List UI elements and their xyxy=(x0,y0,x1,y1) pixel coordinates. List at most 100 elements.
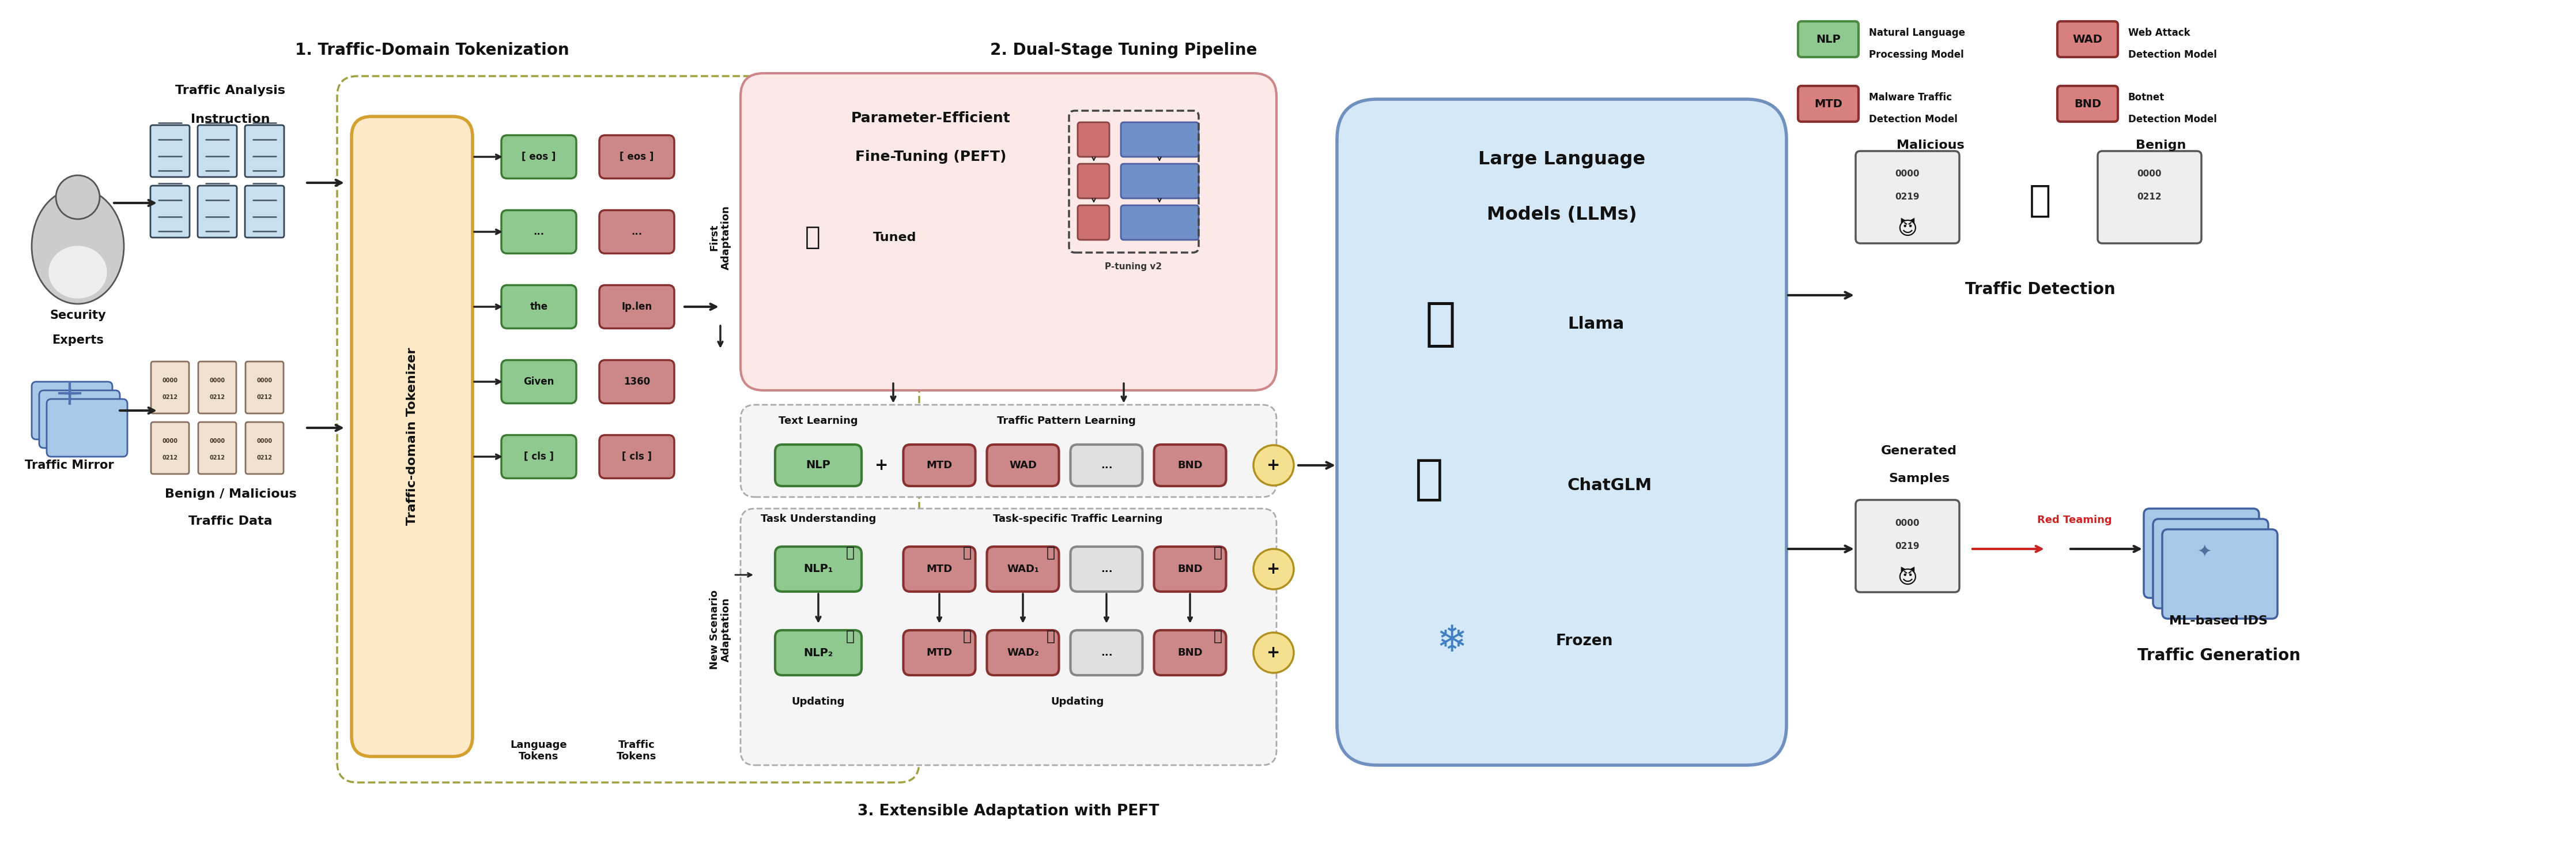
Text: ...: ... xyxy=(1100,647,1113,658)
Text: WAD: WAD xyxy=(1010,460,1036,470)
FancyBboxPatch shape xyxy=(904,631,976,675)
Text: Detection Model: Detection Model xyxy=(2128,114,2218,125)
FancyBboxPatch shape xyxy=(2097,151,2202,244)
FancyBboxPatch shape xyxy=(1077,206,1110,240)
Text: Traffic Generation: Traffic Generation xyxy=(2138,647,2300,663)
Text: ...: ... xyxy=(1100,460,1113,470)
Circle shape xyxy=(57,175,100,219)
Text: [ eos ]: [ eos ] xyxy=(523,152,556,162)
FancyBboxPatch shape xyxy=(600,360,675,403)
Text: 0000: 0000 xyxy=(209,438,224,444)
Text: Task-specific Traffic Learning: Task-specific Traffic Learning xyxy=(992,513,1162,524)
FancyBboxPatch shape xyxy=(502,360,577,403)
Text: 3. Extensible Adaptation with PEFT: 3. Extensible Adaptation with PEFT xyxy=(858,803,1159,819)
Text: 😈: 😈 xyxy=(1899,219,1917,239)
Text: BND: BND xyxy=(1177,647,1203,658)
Text: NLP: NLP xyxy=(806,459,829,470)
Text: +: + xyxy=(1267,457,1280,474)
Text: Traffic Analysis: Traffic Analysis xyxy=(175,85,286,96)
Text: MTD: MTD xyxy=(927,564,953,574)
Text: Detection Model: Detection Model xyxy=(1870,114,1958,125)
Text: 0000: 0000 xyxy=(258,378,273,384)
Text: Task Understanding: Task Understanding xyxy=(760,513,876,524)
Text: WAD₂: WAD₂ xyxy=(1007,647,1038,658)
FancyBboxPatch shape xyxy=(245,125,283,177)
Text: 🔥: 🔥 xyxy=(845,546,855,560)
Text: 0219: 0219 xyxy=(1896,542,1919,550)
Text: 0219: 0219 xyxy=(1896,193,1919,201)
FancyBboxPatch shape xyxy=(1154,631,1226,675)
FancyBboxPatch shape xyxy=(149,185,191,238)
Text: Tuned: Tuned xyxy=(873,232,917,244)
Text: Benign / Malicious: Benign / Malicious xyxy=(165,488,296,500)
Text: 0212: 0212 xyxy=(209,455,224,461)
FancyBboxPatch shape xyxy=(198,422,237,474)
Text: the: the xyxy=(531,302,549,312)
Text: [ eos ]: [ eos ] xyxy=(621,152,654,162)
Circle shape xyxy=(1255,445,1293,486)
FancyBboxPatch shape xyxy=(1121,206,1198,240)
Text: 0000: 0000 xyxy=(1896,518,1919,528)
FancyBboxPatch shape xyxy=(739,405,1278,497)
Text: Malicious: Malicious xyxy=(1896,140,1965,151)
FancyBboxPatch shape xyxy=(152,422,188,474)
Text: 0000: 0000 xyxy=(209,378,224,384)
Text: Large Language: Large Language xyxy=(1479,151,1646,169)
Text: New Scenario
Adaptation: New Scenario Adaptation xyxy=(708,590,732,669)
Text: Ip.len: Ip.len xyxy=(621,302,652,312)
FancyBboxPatch shape xyxy=(502,285,577,329)
FancyBboxPatch shape xyxy=(152,362,188,413)
Text: ...: ... xyxy=(631,227,641,237)
Text: Generated: Generated xyxy=(1880,445,1958,457)
Text: Processing Model: Processing Model xyxy=(1870,50,1963,60)
FancyBboxPatch shape xyxy=(245,185,283,238)
Text: 🦙: 🦙 xyxy=(1425,298,1455,350)
FancyBboxPatch shape xyxy=(1072,444,1144,486)
FancyBboxPatch shape xyxy=(600,285,675,329)
Text: Parameter-Efficient: Parameter-Efficient xyxy=(850,111,1010,125)
Text: +: + xyxy=(876,457,889,474)
Text: Traffic Data: Traffic Data xyxy=(188,515,273,527)
Text: 🔥: 🔥 xyxy=(1213,630,1221,643)
FancyBboxPatch shape xyxy=(39,390,121,448)
FancyBboxPatch shape xyxy=(600,210,675,254)
Text: Language
Tokens: Language Tokens xyxy=(510,739,567,762)
Text: Security: Security xyxy=(49,309,106,321)
FancyBboxPatch shape xyxy=(1077,164,1110,198)
Text: Traffic
Tokens: Traffic Tokens xyxy=(616,739,657,762)
Text: First
Adaptation: First Adaptation xyxy=(708,206,732,270)
Text: 🔥: 🔥 xyxy=(1046,546,1056,560)
Text: Instruction: Instruction xyxy=(191,114,270,125)
Text: 1360: 1360 xyxy=(623,377,649,387)
Text: 🔥: 🔥 xyxy=(804,225,819,250)
FancyBboxPatch shape xyxy=(2154,519,2269,609)
FancyBboxPatch shape xyxy=(1154,444,1226,486)
FancyBboxPatch shape xyxy=(198,125,237,177)
Text: Fine-Tuning (PEFT): Fine-Tuning (PEFT) xyxy=(855,150,1007,164)
FancyBboxPatch shape xyxy=(904,444,976,486)
Circle shape xyxy=(1255,632,1293,673)
Text: Updating: Updating xyxy=(1051,696,1105,707)
Text: 🔥: 🔥 xyxy=(1046,630,1056,643)
Text: 0212: 0212 xyxy=(209,395,224,400)
FancyBboxPatch shape xyxy=(1077,122,1110,157)
Text: 0212: 0212 xyxy=(162,395,178,400)
FancyBboxPatch shape xyxy=(1072,631,1144,675)
FancyBboxPatch shape xyxy=(1121,122,1198,157)
FancyBboxPatch shape xyxy=(31,382,113,439)
FancyBboxPatch shape xyxy=(1121,164,1198,198)
Text: Red Teaming: Red Teaming xyxy=(2038,515,2112,525)
Text: Samples: Samples xyxy=(1888,473,1950,485)
FancyBboxPatch shape xyxy=(1072,546,1144,592)
Text: Given: Given xyxy=(523,377,554,387)
Text: ML-based IDS: ML-based IDS xyxy=(2169,615,2267,627)
FancyBboxPatch shape xyxy=(987,631,1059,675)
Text: Llama: Llama xyxy=(1569,316,1623,332)
Text: 0212: 0212 xyxy=(258,395,273,400)
Text: Models (LLMs): Models (LLMs) xyxy=(1486,206,1636,223)
Text: Traffic Pattern Learning: Traffic Pattern Learning xyxy=(997,416,1136,426)
Text: Benign: Benign xyxy=(2136,140,2187,151)
FancyBboxPatch shape xyxy=(198,185,237,238)
Text: 0000: 0000 xyxy=(2138,169,2161,179)
Text: 🔥: 🔥 xyxy=(1213,546,1221,560)
